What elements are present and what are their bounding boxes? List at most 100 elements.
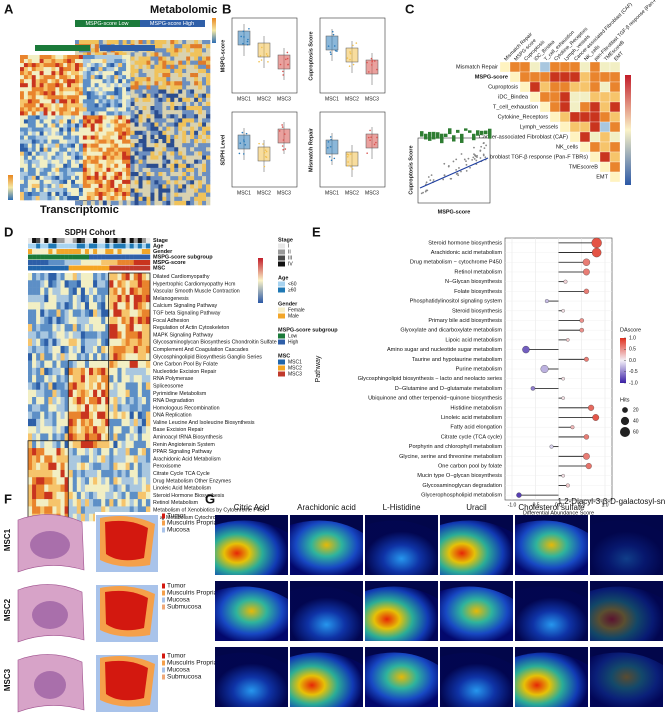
heat-cell [114, 147, 119, 152]
heat-cell [202, 167, 207, 173]
heat-cell [170, 48, 175, 53]
jitter-point [355, 42, 358, 44]
heat-cell [23, 187, 29, 193]
heat-cell [194, 155, 199, 160]
heat-cell [59, 183, 64, 189]
heat-cell [202, 151, 207, 156]
heat-cell [86, 151, 92, 156]
heat-cell [39, 195, 44, 201]
heat-cell [52, 309, 57, 318]
heat-cell [60, 491, 65, 500]
heat-cell [129, 280, 135, 288]
heat-cell [174, 134, 179, 140]
heat-cell [142, 134, 147, 140]
heat-cell [20, 155, 25, 161]
column-title: Uracil [466, 503, 487, 512]
y-tick-label: Histidine metabolism [450, 405, 502, 411]
heat-cell [93, 338, 98, 347]
heat-cell [198, 155, 203, 160]
heat-cell [76, 440, 82, 449]
heat-cell [186, 85, 191, 90]
annotation-cell [93, 243, 98, 249]
heat-cell [102, 191, 107, 197]
heat-cell [194, 106, 199, 111]
heat-cell [43, 107, 48, 112]
heat-cell [125, 462, 130, 471]
heat-cell [51, 179, 56, 185]
row-label: Arachidonic Acid Metabolism [153, 456, 221, 462]
heat-cell [35, 143, 40, 148]
legend-swatch [278, 287, 285, 293]
heat-cell [60, 448, 65, 456]
heat-cell [202, 77, 207, 82]
heat-cell [67, 187, 72, 193]
heat-cell [64, 418, 69, 427]
annotation-cell [129, 243, 134, 249]
corr-cell [609, 161, 621, 173]
heat-cell [106, 87, 111, 92]
heat-cell [28, 462, 33, 471]
heat-cell [118, 127, 123, 132]
heat-cell [64, 506, 69, 515]
jitter-point [370, 136, 372, 139]
heat-cell [82, 40, 88, 45]
heat-cell [106, 159, 111, 165]
heat-cell [20, 75, 25, 80]
heat-cell [206, 93, 211, 99]
heat-cell [80, 345, 86, 354]
heat-cell [142, 196, 147, 202]
marginal-bar [464, 128, 468, 131]
heat-cell [44, 469, 49, 478]
heat-cell [97, 360, 102, 369]
heat-cell [28, 426, 33, 434]
heat-cell [113, 397, 118, 405]
heat-cell [198, 180, 203, 185]
heat-cell [202, 85, 207, 90]
heat-cell [162, 167, 167, 173]
heat-cell [56, 404, 61, 412]
heat-cell [182, 130, 187, 136]
heat-cell [59, 63, 64, 68]
y-axis-label: MSPG-score [220, 40, 226, 73]
x-tick-label: MSC2 [345, 96, 359, 102]
heat-cell [145, 484, 151, 493]
heat-cell [134, 106, 139, 111]
heat-cell [182, 180, 187, 185]
heat-cell [68, 353, 74, 361]
heat-cell [129, 324, 135, 332]
heat-cell [75, 55, 80, 60]
jitter-point [258, 142, 260, 145]
heat-cell [68, 360, 74, 369]
heat-cell [52, 411, 57, 420]
heat-cell [122, 175, 127, 181]
heat-cell [134, 134, 139, 140]
heat-cell [97, 462, 102, 471]
heat-cell [86, 71, 92, 76]
heat-cell [202, 172, 207, 177]
heat-cell [106, 99, 111, 104]
heat-cell [202, 64, 207, 70]
heat-cell [23, 139, 29, 144]
jitter-point [330, 138, 332, 141]
annotation-cell [97, 243, 102, 249]
heat-cell [141, 469, 147, 478]
heat-cell [80, 338, 86, 347]
heat-cell [109, 491, 114, 500]
row-label: Melanogenesis [153, 296, 189, 302]
heat-cell [174, 143, 179, 148]
jitter-point [371, 60, 373, 63]
heat-cell [59, 187, 64, 193]
heat-cell [166, 130, 171, 136]
heat-cell [47, 63, 52, 68]
heat-cell [75, 187, 80, 193]
heat-cell [43, 143, 48, 148]
heat-cell [186, 68, 191, 74]
annotation-cell [68, 260, 73, 265]
heat-cell [90, 163, 95, 169]
heat-cell [98, 143, 103, 148]
heat-cell [106, 187, 111, 193]
heat-cell [52, 397, 57, 405]
heat-cell [138, 159, 143, 165]
heat-cell [94, 103, 99, 108]
heat-cell [97, 273, 102, 281]
